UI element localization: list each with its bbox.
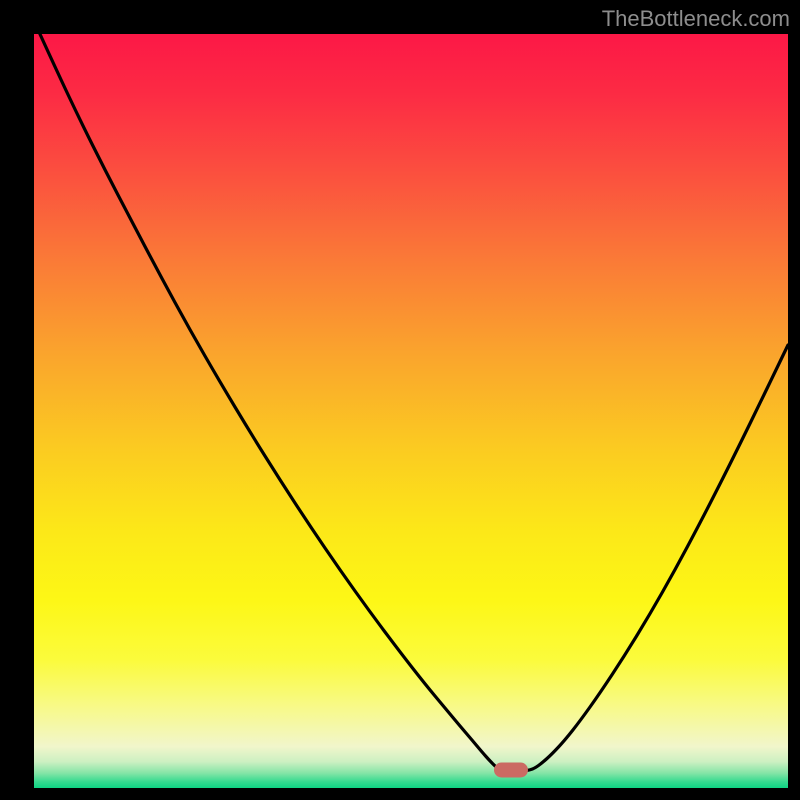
optimal-marker (494, 763, 528, 778)
watermark-text: TheBottleneck.com (602, 6, 790, 32)
plot-gradient (34, 34, 788, 788)
